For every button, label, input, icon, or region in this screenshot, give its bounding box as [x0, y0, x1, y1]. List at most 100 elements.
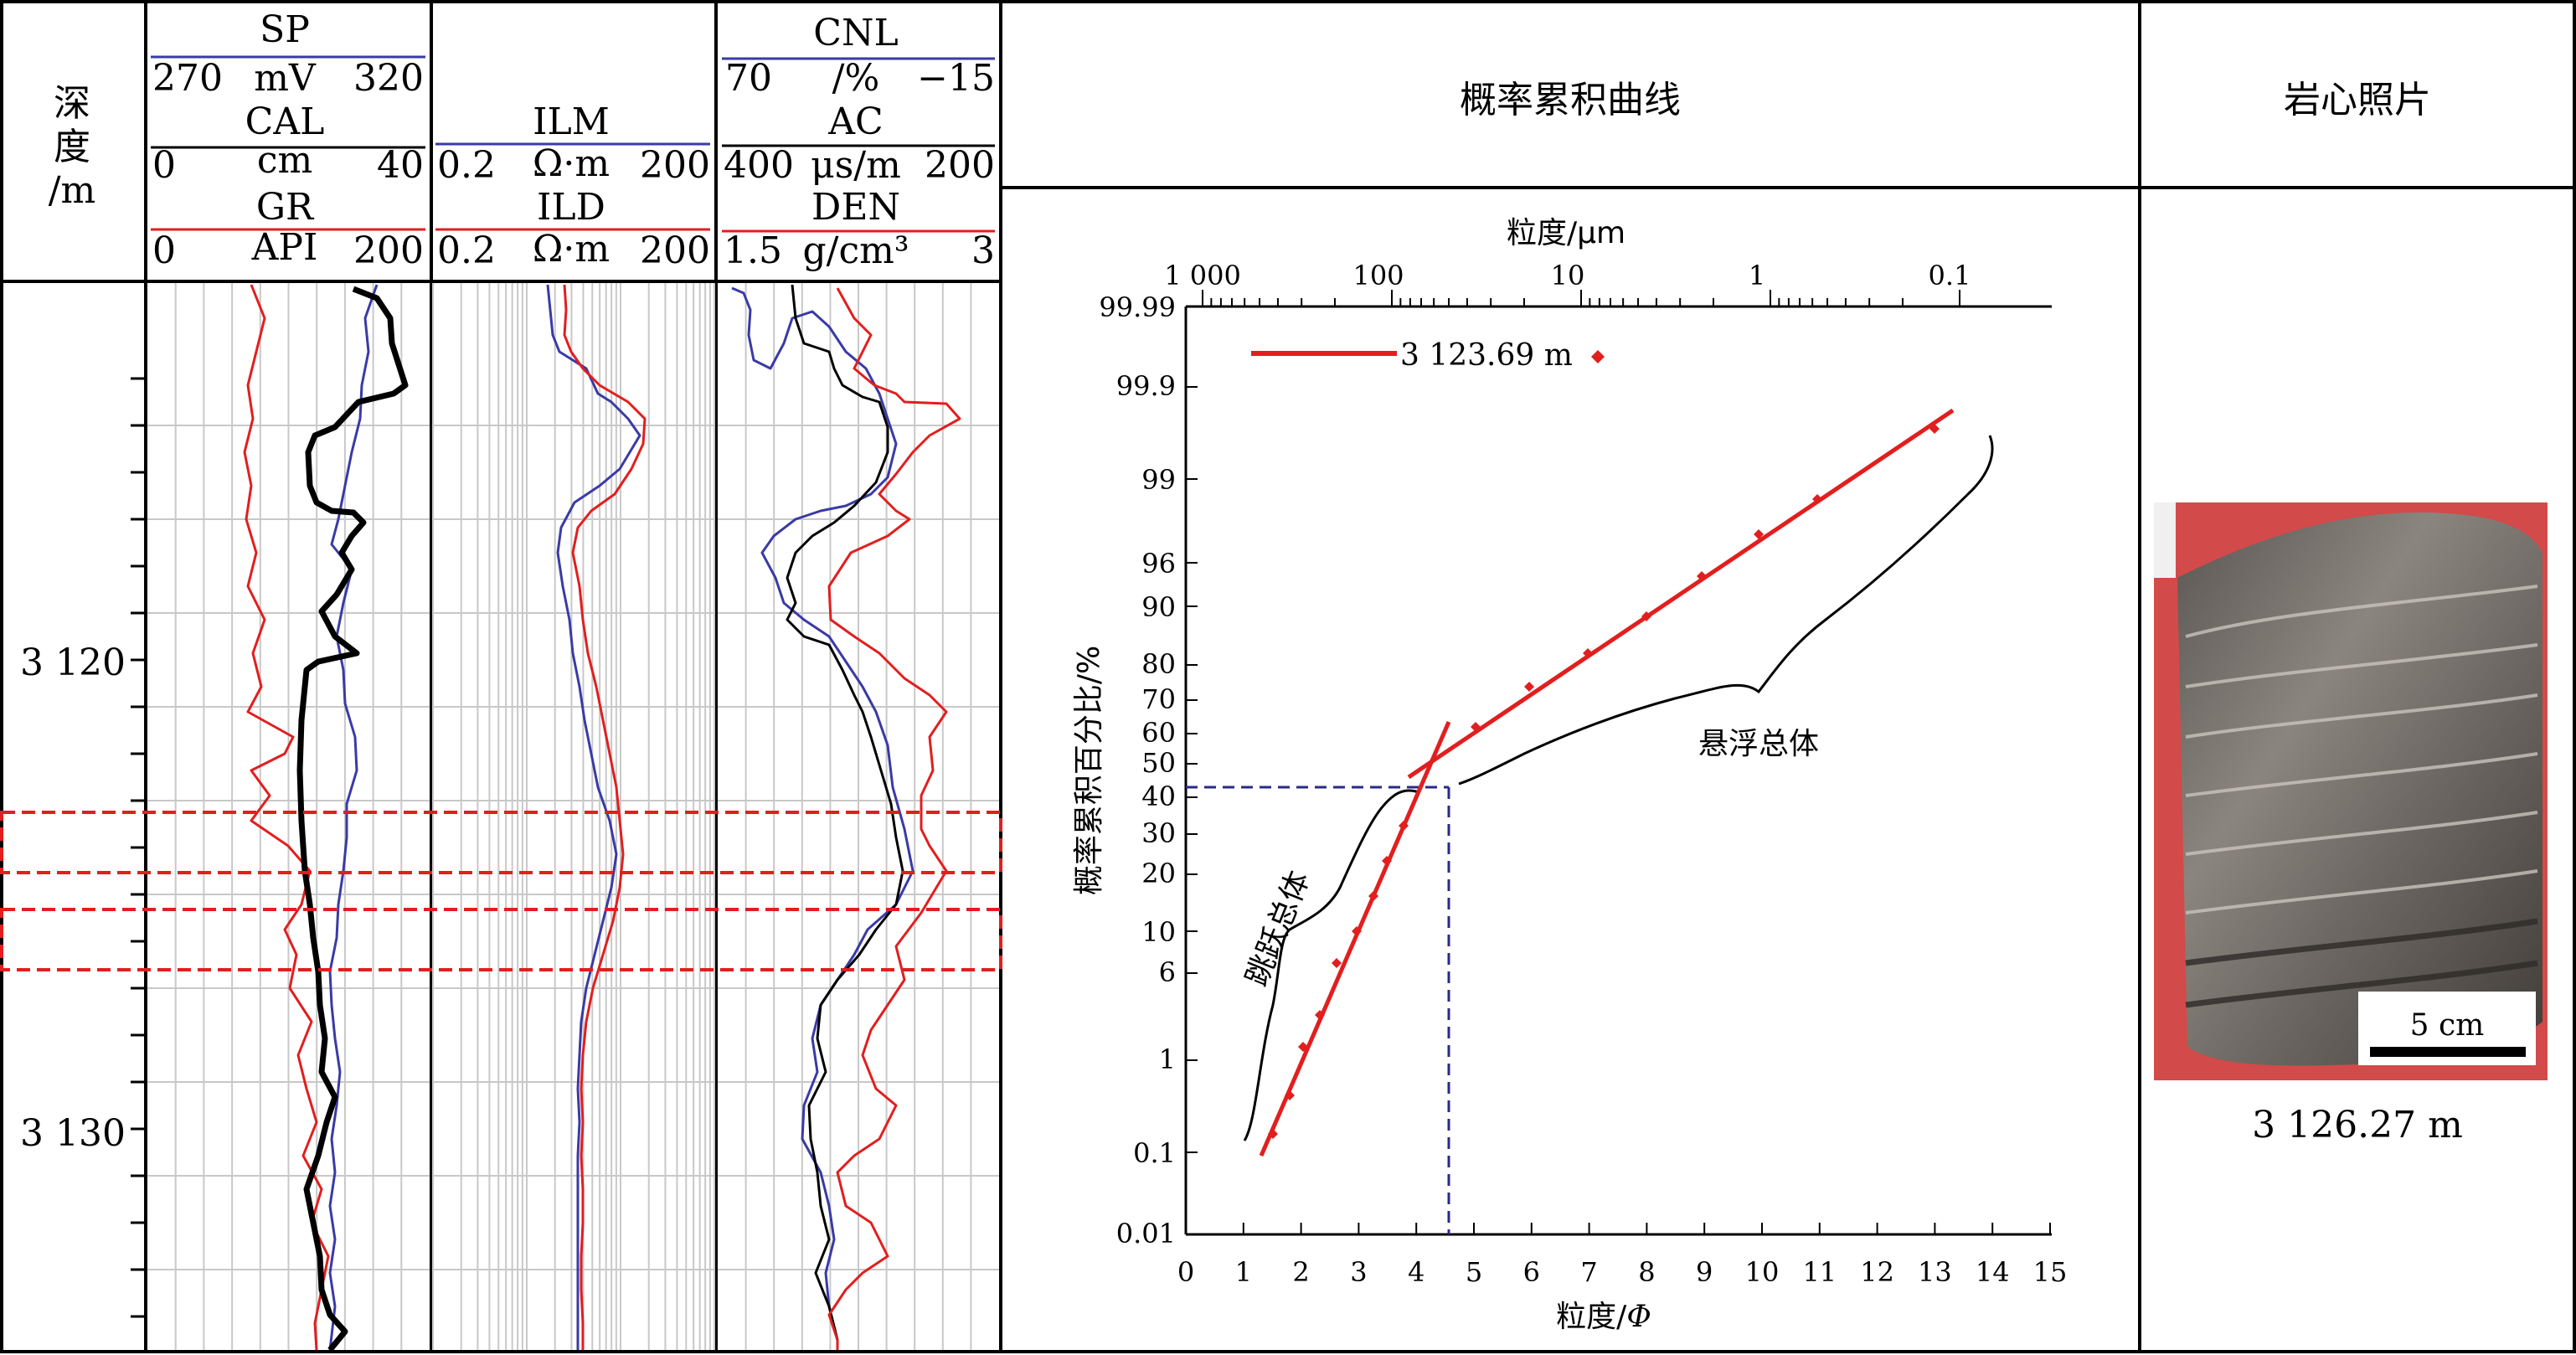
track3-header: CNL 70 /% −15 AC 400 μs/m 200 DEN 1.5 g/… [722, 12, 995, 272]
ild-min: 0.2 [437, 229, 496, 272]
track2-header: ILM 0.2 Ω·m 200 ILD 0.2 Ω·m 200 [435, 100, 710, 272]
bottom-tick-label: 0 [1177, 1256, 1194, 1288]
data-point [1315, 1010, 1325, 1020]
cnl-max: −15 [917, 57, 995, 100]
bottom-tick-label: 5 [1466, 1256, 1482, 1288]
left-tick-50: 50 [1141, 747, 1176, 779]
left-tick-6: 6 [1159, 956, 1176, 988]
left-tick-99: 99 [1141, 464, 1176, 496]
gr-curve [243, 284, 330, 1351]
depth-header-line3: /m [49, 169, 96, 212]
left-tick-10: 10 [1141, 916, 1176, 948]
core-bedding [2185, 585, 2538, 914]
left-tick-20: 20 [1141, 858, 1176, 889]
left-tick-30: 30 [1141, 817, 1176, 849]
bottom-tick-label: 6 [1523, 1256, 1540, 1288]
left-tick-90: 90 [1141, 591, 1176, 623]
gr-max: 200 [353, 229, 424, 272]
cal-max: 40 [377, 144, 424, 187]
scale-bar [2370, 1047, 2526, 1057]
bottom-axis-label-symbol: Φ [1626, 1300, 1651, 1334]
ilm-min: 0.2 [437, 144, 496, 187]
left-tick-99-9: 99.9 [1116, 370, 1176, 402]
ac-max: 200 [925, 144, 995, 187]
legend-marker [1591, 350, 1605, 363]
track1-grid [147, 283, 430, 1350]
core-photo: 5 cm [2154, 502, 2548, 1080]
cal-unit: cm [257, 139, 312, 182]
bottom-tick-label: 15 [2033, 1256, 2068, 1288]
ilm-curve [546, 284, 641, 1350]
den-max: 3 [971, 229, 995, 272]
top-axis-label: 粒度/μm [1507, 216, 1625, 250]
data-point [1471, 722, 1481, 732]
cal-name: CAL [245, 100, 325, 143]
saltation-fit-line [1259, 721, 1451, 1157]
core-dark-laminae [2185, 918, 2538, 1008]
den-unit: g/cm³ [803, 229, 909, 272]
sp-min: 270 [152, 57, 223, 100]
den-name: DEN [811, 186, 900, 229]
suspension-annotation: 悬浮总体 [1698, 727, 1819, 761]
cnl-curve [731, 286, 914, 1350]
data-point [1285, 1090, 1295, 1100]
ild-curve [563, 284, 647, 1350]
top-tick-1000: 1 000 [1164, 260, 1241, 291]
left-tick-80: 80 [1141, 648, 1176, 680]
highlight-interval-lower [0, 908, 1002, 971]
cnl-unit: /% [832, 57, 880, 100]
core-panel: 岩心照片 [2154, 79, 2548, 1146]
data-point [1368, 891, 1378, 901]
track3-curves [731, 284, 961, 1350]
suspension-envelope [1458, 435, 1994, 786]
saltation-annotation: 跳跃总体 [1239, 866, 1316, 991]
bottom-tick-label: 1 [1235, 1256, 1252, 1288]
data-point [1298, 1042, 1308, 1052]
top-tick-10: 10 [1551, 260, 1585, 291]
highlight-interval-upper [0, 811, 1002, 874]
left-tick-60: 60 [1141, 717, 1176, 749]
data-points [1268, 424, 1940, 1139]
bottom-tick-label: 3 [1350, 1256, 1367, 1288]
bottom-tick-label: 11 [1802, 1256, 1837, 1288]
depth-column: 深 度 /m 3 120 3 130 [20, 82, 146, 1318]
data-point [1382, 856, 1392, 866]
gr-min: 0 [152, 229, 176, 272]
data-point [1583, 648, 1593, 658]
top-axis-minor-ticks [1202, 290, 1960, 307]
den-min: 1.5 [724, 229, 782, 272]
cal-curve [296, 286, 409, 1352]
bottom-axis-label: 粒度/Φ [1556, 1300, 1651, 1334]
ac-curve [786, 284, 904, 1350]
ild-name: ILD [537, 186, 605, 229]
bottom-tick-label: 7 [1580, 1256, 1597, 1288]
data-point [1697, 571, 1707, 581]
track1-header: SP 270 mV 320 CAL 0 cm 40 GR 0 API 200 [151, 8, 425, 272]
sp-curve [328, 284, 379, 1351]
bottom-axis-label-text: 粒度/ [1556, 1300, 1627, 1334]
top-tick-100: 100 [1352, 260, 1404, 291]
suspension-fit-line [1407, 408, 1955, 780]
gr-name: GR [256, 186, 315, 229]
depth-ticks [131, 377, 146, 1318]
track2-grid [432, 283, 715, 1350]
data-point [1352, 926, 1362, 936]
track3-grid [718, 283, 999, 1350]
track1-curves [243, 284, 409, 1352]
ilm-unit: Ω·m [533, 142, 610, 185]
top-tick-0-1: 0.1 [1929, 260, 1971, 291]
left-axis-ticks: 99.99 99.9 99 96 90 80 70 60 50 40 30 20… [1099, 291, 1176, 1249]
data-point [1524, 682, 1534, 692]
ac-unit: μs/m [811, 144, 901, 187]
data-point [1641, 611, 1651, 621]
bottom-tick-label: 9 [1696, 1256, 1713, 1288]
bottom-axis-ticks: 0 1 2 3 4 5 6 7 8 9 10 11 12 13 14 15 [1177, 1223, 2068, 1288]
guide-lines [1186, 786, 1450, 1234]
left-axis-tickmarks [1186, 306, 1198, 1235]
core-depth-caption: 3 126.27 m [2252, 1104, 2463, 1146]
ilm-max: 200 [640, 144, 710, 187]
depth-header-line2: 度 [54, 126, 90, 168]
den-curve [827, 287, 961, 1350]
